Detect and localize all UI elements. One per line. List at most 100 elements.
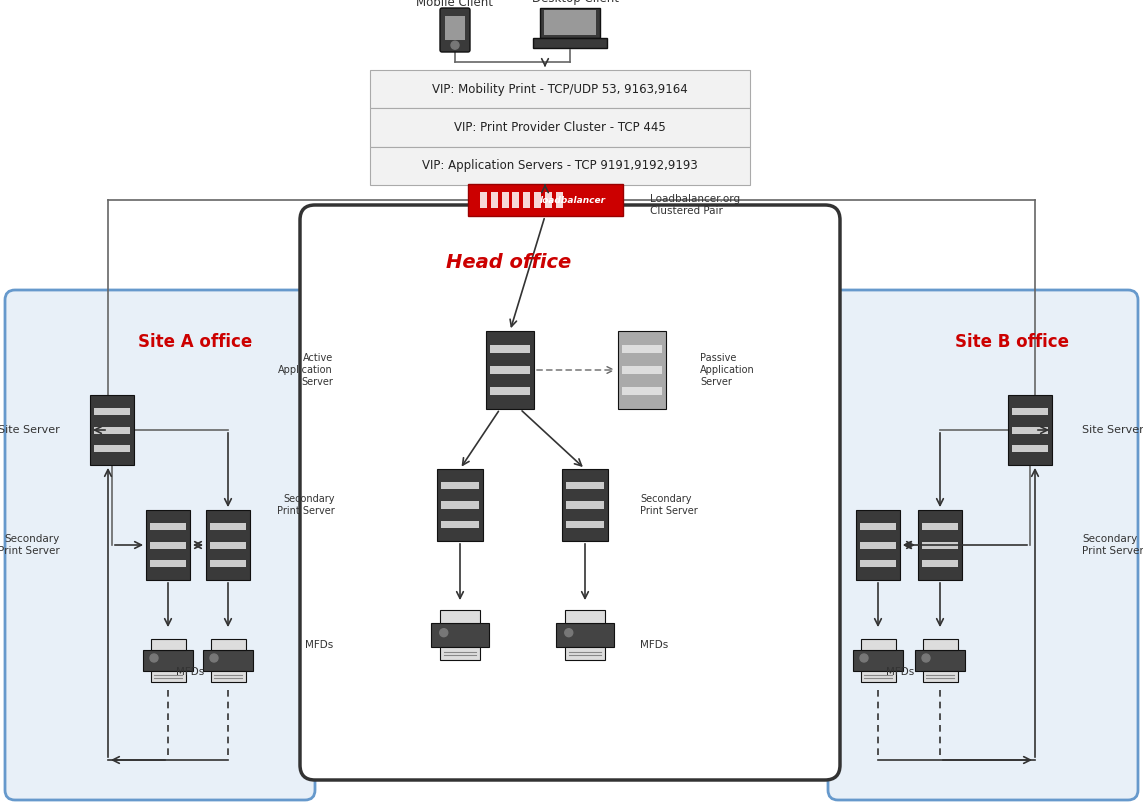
FancyBboxPatch shape [853,650,903,671]
FancyBboxPatch shape [562,469,608,541]
Text: Site A office: Site A office [137,333,251,351]
Circle shape [922,654,930,662]
Text: VIP: Application Servers - TCP 9191,9192,9193: VIP: Application Servers - TCP 9191,9192… [422,159,698,172]
FancyBboxPatch shape [441,482,479,489]
Text: Secondary
Print Server: Secondary Print Server [1082,534,1143,556]
FancyBboxPatch shape [1008,395,1052,465]
Text: MFDs: MFDs [886,667,914,677]
FancyBboxPatch shape [440,647,480,660]
FancyBboxPatch shape [203,650,253,671]
FancyBboxPatch shape [90,395,134,465]
FancyBboxPatch shape [490,192,497,208]
FancyBboxPatch shape [918,510,962,580]
FancyBboxPatch shape [490,345,529,353]
Text: VIP: Print Provider Cluster - TCP 445: VIP: Print Provider Cluster - TCP 445 [454,121,666,134]
FancyBboxPatch shape [861,671,895,681]
FancyBboxPatch shape [150,561,186,567]
FancyBboxPatch shape [622,366,662,374]
FancyBboxPatch shape [146,510,190,580]
FancyBboxPatch shape [437,469,483,541]
FancyBboxPatch shape [299,205,840,780]
FancyBboxPatch shape [922,541,958,549]
Text: Secondary
Print Server: Secondary Print Server [278,494,335,516]
FancyBboxPatch shape [210,523,246,530]
FancyBboxPatch shape [94,426,130,434]
FancyBboxPatch shape [486,331,534,409]
FancyBboxPatch shape [1012,426,1048,434]
FancyBboxPatch shape [565,610,606,623]
Circle shape [860,654,868,662]
FancyBboxPatch shape [150,523,186,530]
Circle shape [451,41,459,49]
FancyBboxPatch shape [370,146,750,185]
FancyBboxPatch shape [534,192,541,208]
FancyBboxPatch shape [206,510,250,580]
FancyBboxPatch shape [440,8,470,52]
FancyBboxPatch shape [467,184,623,216]
Text: VIP: Mobility Print - TCP/UDP 53, 9163,9164: VIP: Mobility Print - TCP/UDP 53, 9163,9… [432,83,688,95]
FancyBboxPatch shape [555,192,562,208]
Text: Site Server: Site Server [0,425,59,435]
FancyBboxPatch shape [143,650,193,671]
Text: MFDs: MFDs [640,640,669,650]
FancyBboxPatch shape [618,331,666,409]
Text: loadbalancer: loadbalancer [539,196,606,205]
FancyBboxPatch shape [441,521,479,528]
FancyBboxPatch shape [210,541,246,549]
FancyBboxPatch shape [151,638,185,650]
FancyBboxPatch shape [828,290,1138,800]
FancyBboxPatch shape [555,623,614,647]
FancyBboxPatch shape [1012,446,1048,452]
FancyBboxPatch shape [566,521,604,528]
FancyBboxPatch shape [539,8,600,38]
FancyBboxPatch shape [151,671,185,681]
Text: Site B office: Site B office [956,333,1069,351]
Circle shape [150,654,158,662]
Text: MFDs: MFDs [176,667,205,677]
FancyBboxPatch shape [916,650,965,671]
FancyBboxPatch shape [523,192,530,208]
Text: MFDs: MFDs [305,640,333,650]
Text: Site Server: Site Server [1082,425,1143,435]
FancyBboxPatch shape [533,38,607,48]
Circle shape [440,629,448,637]
FancyBboxPatch shape [512,192,519,208]
FancyBboxPatch shape [210,561,246,567]
Text: Secondary
Print Server: Secondary Print Server [0,534,59,556]
FancyBboxPatch shape [502,192,509,208]
FancyBboxPatch shape [922,561,958,567]
FancyBboxPatch shape [441,502,479,509]
FancyBboxPatch shape [490,366,529,374]
Circle shape [565,629,573,637]
FancyBboxPatch shape [1012,408,1048,414]
FancyBboxPatch shape [431,623,489,647]
Text: Desktop Client: Desktop Client [531,0,618,5]
FancyBboxPatch shape [860,561,896,567]
FancyBboxPatch shape [94,446,130,452]
Text: Passive
Application
Server: Passive Application Server [700,354,754,387]
Text: Active
Application
Server: Active Application Server [278,354,333,387]
FancyBboxPatch shape [210,671,246,681]
FancyBboxPatch shape [370,108,750,146]
FancyBboxPatch shape [544,11,597,35]
Circle shape [210,654,218,662]
FancyBboxPatch shape [480,192,487,208]
Text: Head office: Head office [446,252,572,272]
FancyBboxPatch shape [440,610,480,623]
FancyBboxPatch shape [922,523,958,530]
FancyBboxPatch shape [210,638,246,650]
FancyBboxPatch shape [5,290,315,800]
FancyBboxPatch shape [150,541,186,549]
FancyBboxPatch shape [622,345,662,353]
FancyBboxPatch shape [370,70,750,108]
FancyBboxPatch shape [856,510,900,580]
FancyBboxPatch shape [94,408,130,414]
FancyBboxPatch shape [860,523,896,530]
Text: Secondary
Print Server: Secondary Print Server [640,494,697,516]
FancyBboxPatch shape [445,15,465,40]
FancyBboxPatch shape [565,647,606,660]
FancyBboxPatch shape [622,388,662,395]
Text: Loadbalancer.org
Clustered Pair: Loadbalancer.org Clustered Pair [650,194,741,216]
FancyBboxPatch shape [566,502,604,509]
FancyBboxPatch shape [545,192,552,208]
